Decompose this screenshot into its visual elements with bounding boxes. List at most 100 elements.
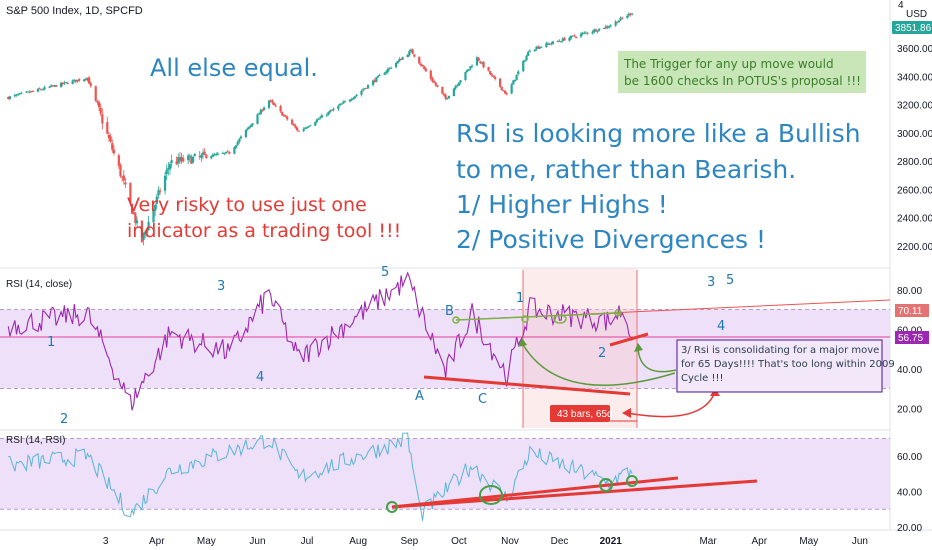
rsi2-pane-title: RSI (14, RSI)	[6, 435, 65, 446]
wave-label-2-left: 2	[60, 412, 68, 427]
rsi-tick-label-1: 40.00	[897, 365, 922, 376]
candle-body	[96, 101, 99, 103]
candle-body	[494, 77, 497, 79]
candle-body	[593, 29, 596, 33]
candle-body	[134, 213, 137, 223]
candle-body	[282, 115, 285, 117]
candle-body	[38, 88, 41, 90]
candle-body	[545, 43, 548, 48]
candle-body	[616, 21, 619, 23]
candle-body	[607, 26, 611, 28]
rsi2-line	[8, 432, 633, 521]
rsi-bullish-line2: to me, rather than Bearish.	[456, 155, 796, 184]
candle-body	[187, 155, 190, 161]
candle-body	[569, 35, 573, 39]
candle-body	[163, 175, 167, 191]
candle-body	[535, 46, 538, 50]
time-tick-label-12: Apr	[751, 536, 767, 547]
candle-body	[469, 66, 472, 69]
candle-body	[155, 196, 158, 204]
candle-body	[193, 154, 196, 157]
time-tick-label-4: Jul	[301, 536, 314, 547]
candle-body	[238, 138, 241, 142]
candle-body	[239, 136, 243, 139]
candles-group	[7, 12, 634, 246]
candle-body	[540, 46, 543, 48]
price-axis-top-digit: 4	[898, 0, 904, 11]
risky-note-line2: indicator as a trading tool !!!	[127, 220, 401, 242]
rsi2-support-line-2	[391, 479, 758, 509]
candle-body	[262, 107, 266, 111]
candle-body	[272, 103, 276, 105]
candle-body	[50, 85, 53, 87]
wave-label-5-right: 5	[726, 273, 734, 288]
candle-body	[467, 69, 470, 71]
rsi2-tick-label-2: 60.00	[897, 452, 922, 463]
candle-body	[604, 26, 607, 29]
green-arc-arrow-1	[521, 342, 676, 386]
rsi-tick-label-3: 80.00	[897, 286, 922, 297]
time-tick-label-9: Dec	[551, 536, 569, 547]
candle-body	[479, 61, 482, 63]
candle-body	[373, 80, 376, 82]
candle-body	[291, 119, 294, 125]
candle-body	[28, 91, 31, 93]
candle-body	[182, 158, 185, 162]
candle-body	[109, 136, 112, 142]
candle-body	[431, 78, 434, 82]
candle-body	[355, 94, 358, 97]
candle-body	[470, 65, 474, 67]
candle-body	[203, 151, 206, 155]
rsi2-band	[0, 438, 890, 510]
candle-body	[510, 84, 513, 94]
candle-body	[528, 50, 531, 52]
candle-body	[533, 49, 536, 52]
bars-range-text: 43 bars, 65d	[557, 409, 613, 420]
candle-body	[221, 153, 224, 155]
candle-body	[304, 127, 307, 129]
candle-body	[421, 64, 424, 67]
candle-body	[86, 77, 89, 81]
candle-body	[147, 221, 150, 231]
candle-body	[560, 41, 563, 43]
candle-body	[424, 68, 427, 72]
candle-body	[466, 70, 469, 73]
candle-body	[619, 17, 622, 21]
price-tick-label-5: 3200.00	[897, 101, 932, 112]
rsi2-axis: 20.00 40.00 60.00	[897, 452, 922, 534]
point-1-marker	[521, 315, 529, 323]
candle-body	[83, 79, 86, 82]
trigger-note-line2: be 1600 checks In POTUS's proposal !!!	[624, 74, 861, 88]
candle-body	[101, 114, 104, 124]
candle-body	[305, 127, 309, 129]
candle-body	[436, 85, 439, 87]
candle-body	[482, 62, 485, 68]
time-tick-label-11: Mar	[699, 536, 717, 547]
last-price-badge	[892, 21, 932, 34]
candle-body	[522, 60, 525, 72]
candle-body	[627, 13, 630, 16]
candle-body	[274, 105, 277, 107]
consolidating-line1: 3/ Rsi is consolidating for a major move	[681, 345, 879, 356]
candle-body	[48, 86, 51, 88]
candle-body	[378, 75, 381, 77]
candle-body	[188, 155, 191, 158]
candle-body	[376, 75, 380, 78]
candle-body	[480, 62, 484, 64]
candle-body	[446, 98, 449, 100]
candle-body	[168, 163, 172, 170]
candle-body	[315, 119, 319, 123]
candle-body	[26, 91, 30, 93]
wave-label-3-top: 3	[217, 279, 225, 294]
candle-body	[490, 74, 493, 76]
candle-body	[73, 79, 76, 81]
candle-body	[515, 74, 518, 81]
candle-body	[154, 204, 157, 212]
candle-body	[383, 73, 386, 75]
candle-body	[211, 154, 215, 157]
time-tick-label-3: Jun	[249, 536, 265, 547]
candle-body	[513, 79, 517, 81]
point-label-a: A	[415, 389, 424, 404]
currency-label: USD	[906, 9, 927, 20]
